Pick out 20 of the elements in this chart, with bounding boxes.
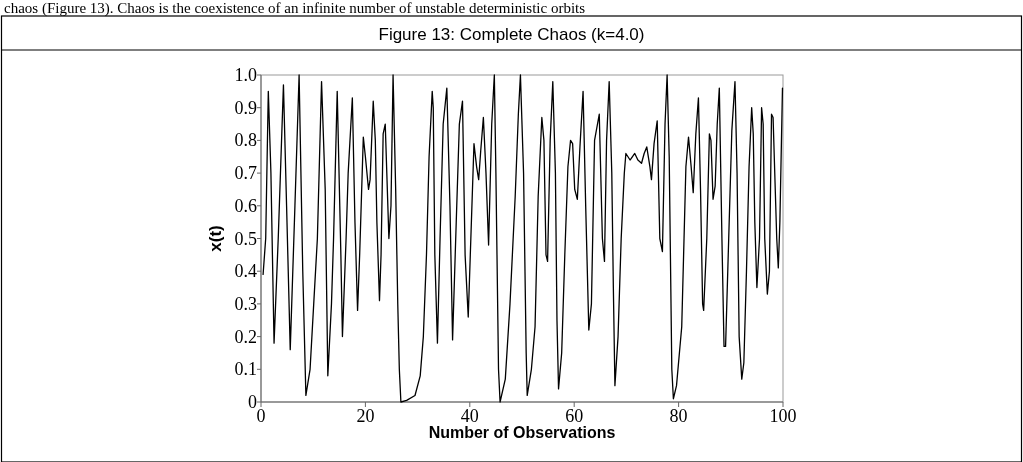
- y-tick-label: 0: [248, 392, 257, 412]
- y-tick-label: 0.9: [234, 97, 257, 118]
- x-axis-title: Number of Observations: [428, 424, 616, 441]
- chart-title: Figure 13: Complete Chaos (k=4.0): [378, 25, 645, 44]
- x-tick-label: 20: [356, 406, 375, 426]
- y-tick-label: 0.5: [234, 228, 257, 249]
- y-tick-label: 0.2: [234, 326, 257, 347]
- text: chaos (Figure 13). Chaos is the coexistence of an infinite number of unstable deterministic orbits: [4, 0, 586, 17]
- y-tick-label: 1.0: [234, 65, 257, 85]
- y-tick-label: 0.4: [234, 261, 257, 282]
- y-tick-label: 0.6: [234, 195, 257, 216]
- y-tick-label: 0.3: [234, 293, 257, 314]
- x-tick-label: 40: [460, 406, 479, 426]
- y-tick-label: 0.8: [234, 130, 257, 151]
- y-axis-title: x(t): [206, 225, 225, 252]
- y-tick-label: 0.7: [234, 163, 257, 184]
- x-tick-label: 60: [565, 406, 584, 426]
- x-tick-label: 100: [769, 406, 797, 426]
- y-tick-label: 0.1: [234, 359, 257, 380]
- x-tick-label: 80: [669, 406, 688, 426]
